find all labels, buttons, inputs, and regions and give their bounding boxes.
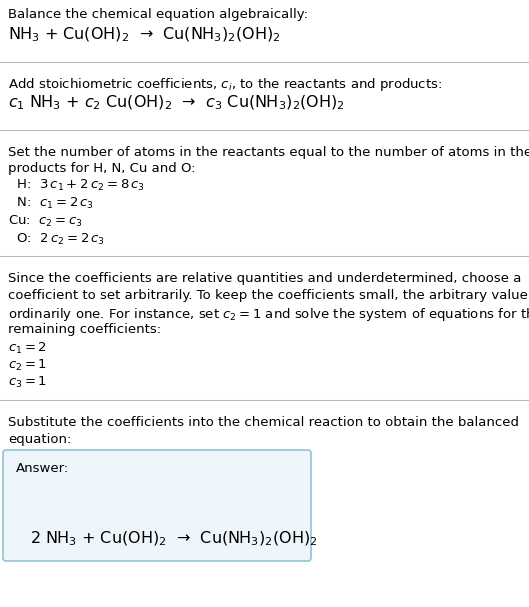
Text: products for H, N, Cu and O:: products for H, N, Cu and O: — [8, 162, 196, 175]
Text: $c_2 = 1$: $c_2 = 1$ — [8, 358, 47, 373]
Text: NH$_3$ + Cu(OH)$_2$  →  Cu(NH$_3$)$_2$(OH)$_2$: NH$_3$ + Cu(OH)$_2$ → Cu(NH$_3$)$_2$(OH)… — [8, 26, 280, 44]
Text: ordinarily one. For instance, set $c_2 = 1$ and solve the system of equations fo: ordinarily one. For instance, set $c_2 =… — [8, 306, 529, 323]
Text: Add stoichiometric coefficients, $c_i$, to the reactants and products:: Add stoichiometric coefficients, $c_i$, … — [8, 76, 442, 93]
Text: O:  $2\,c_2 = 2\,c_3$: O: $2\,c_2 = 2\,c_3$ — [8, 232, 105, 247]
Text: $c_1 = 2$: $c_1 = 2$ — [8, 341, 47, 356]
Text: coefficient to set arbitrarily. To keep the coefficients small, the arbitrary va: coefficient to set arbitrarily. To keep … — [8, 289, 529, 302]
FancyBboxPatch shape — [3, 450, 311, 561]
Text: equation:: equation: — [8, 433, 71, 446]
Text: 2 NH$_3$ + Cu(OH)$_2$  →  Cu(NH$_3$)$_2$(OH)$_2$: 2 NH$_3$ + Cu(OH)$_2$ → Cu(NH$_3$)$_2$(O… — [30, 530, 318, 548]
Text: remaining coefficients:: remaining coefficients: — [8, 323, 161, 336]
Text: Balance the chemical equation algebraically:: Balance the chemical equation algebraica… — [8, 8, 308, 21]
Text: $c_3 = 1$: $c_3 = 1$ — [8, 375, 47, 390]
Text: $c_1$ NH$_3$ + $c_2$ Cu(OH)$_2$  →  $c_3$ Cu(NH$_3$)$_2$(OH)$_2$: $c_1$ NH$_3$ + $c_2$ Cu(OH)$_2$ → $c_3$ … — [8, 94, 345, 112]
Text: H:  $3\,c_1 + 2\,c_2 = 8\,c_3$: H: $3\,c_1 + 2\,c_2 = 8\,c_3$ — [8, 178, 145, 193]
Text: N:  $c_1 = 2\,c_3$: N: $c_1 = 2\,c_3$ — [8, 196, 94, 211]
Text: Substitute the coefficients into the chemical reaction to obtain the balanced: Substitute the coefficients into the che… — [8, 416, 519, 429]
Text: Since the coefficients are relative quantities and underdetermined, choose a: Since the coefficients are relative quan… — [8, 272, 522, 285]
Text: Cu:  $c_2 = c_3$: Cu: $c_2 = c_3$ — [8, 214, 83, 229]
Text: Answer:: Answer: — [16, 462, 69, 475]
Text: Set the number of atoms in the reactants equal to the number of atoms in the: Set the number of atoms in the reactants… — [8, 146, 529, 159]
